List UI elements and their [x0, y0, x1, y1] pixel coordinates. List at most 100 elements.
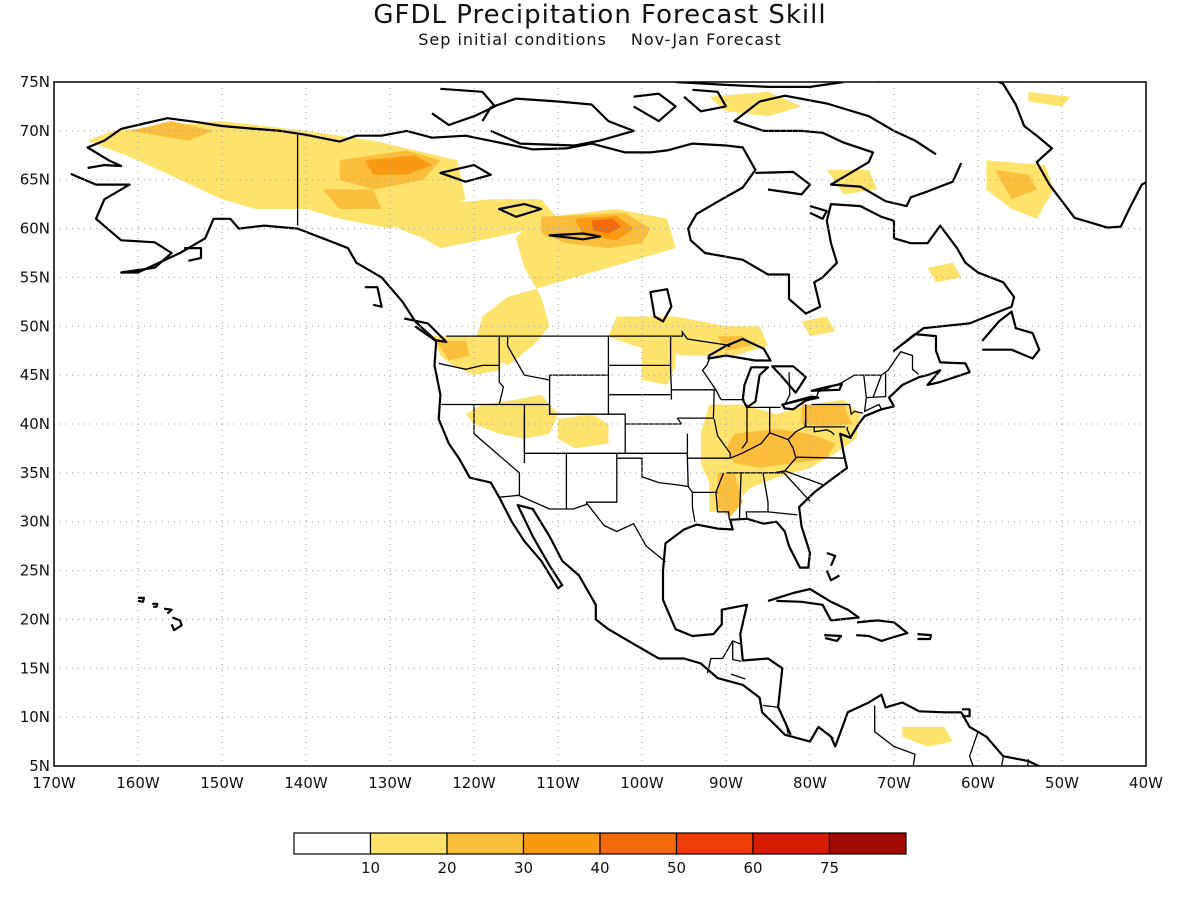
coastline-segment [70, 172, 1042, 766]
lat-tick-label: 45N [20, 366, 50, 384]
border-segment [811, 403, 864, 416]
coastline-segment [170, 616, 183, 632]
coastline-segment [431, 87, 497, 127]
skill-region [902, 726, 953, 747]
border-segment [713, 418, 731, 459]
lat-tick-label: 75N [20, 73, 50, 91]
border-segment [473, 404, 521, 496]
chart-subtitle: Sep initial conditions Nov-Jan Forecast [0, 30, 1200, 49]
border-segment [549, 374, 626, 454]
colorbar-swatch [675, 832, 754, 855]
coastline-segment [826, 551, 837, 567]
lat-tick-label: 30N [20, 513, 50, 531]
border-segment [768, 472, 811, 502]
skill-region [717, 472, 743, 517]
border-segment [676, 417, 683, 425]
border-segment [787, 418, 807, 441]
lon-tick-label: 90W [709, 774, 743, 792]
border-segment [616, 457, 693, 493]
coastline-segment [824, 634, 843, 643]
border-segment [715, 472, 731, 520]
skill-region [591, 218, 621, 234]
border-segment [1000, 757, 1004, 766]
skill-region [465, 394, 558, 439]
colorbar-tick-label: 20 [437, 859, 456, 877]
colorbar-swatch [599, 832, 678, 855]
lat-tick-label: 25N [20, 562, 50, 580]
colorbar-tick-label: 50 [667, 859, 686, 877]
colorbar-tick-label: 10 [361, 859, 380, 877]
lat-tick-label: 55N [20, 268, 50, 286]
coastline-segment [962, 708, 971, 718]
lat-tick-label: 10N [20, 708, 50, 726]
coastline-segment [856, 619, 909, 643]
lon-tick-label: 140W [284, 774, 328, 792]
coastline-segment [733, 94, 963, 208]
border-segment [706, 640, 741, 674]
colorbar-tick-label: 40 [590, 859, 609, 877]
lat-tick-label: 40N [20, 415, 50, 433]
lat-tick-label: 5N [29, 757, 50, 775]
skill-region [801, 316, 836, 337]
border-segment [968, 731, 979, 766]
border-segment [863, 375, 883, 413]
border-segment [730, 673, 746, 680]
coastline-segment [137, 596, 145, 603]
border-segment [715, 389, 722, 400]
skill-region [801, 404, 852, 426]
coastline-segment [825, 570, 840, 582]
border-segment [827, 732, 834, 740]
lat-tick-label: 35N [20, 464, 50, 482]
colorbar-tick-label: 30 [514, 859, 533, 877]
skill-region [436, 340, 470, 361]
border-segment [796, 456, 846, 459]
lon-tick-label: 60W [961, 774, 995, 792]
lon-tick-label: 130W [368, 774, 412, 792]
border-segment [872, 374, 883, 398]
border-segment [784, 721, 789, 734]
coastline-segment [981, 310, 1041, 360]
colorbar: 10 20 30 40 50 60 75 [293, 832, 907, 877]
border-segment [813, 426, 835, 436]
lon-tick-label: 50W [1045, 774, 1079, 792]
border-segment [498, 494, 666, 563]
coastline-segment [675, 82, 844, 89]
lat-tick-label: 50N [20, 317, 50, 335]
skill-region [322, 189, 382, 209]
border-segment [773, 470, 823, 486]
skill-region [364, 155, 432, 175]
border-segment [805, 404, 846, 428]
border-segment [732, 640, 742, 663]
skill-region [390, 199, 558, 249]
lake-outline [548, 232, 602, 241]
political-borders [296, 134, 1030, 766]
coastline-segment [767, 587, 860, 622]
lake-outline [781, 395, 820, 411]
border-segment [446, 330, 731, 348]
chart-title: GFDL Precipitation Forecast Skill [373, 0, 827, 30]
lon-tick-label: 100W [620, 774, 664, 792]
border-segment [677, 389, 715, 419]
lat-lon-grid [54, 82, 1146, 766]
lon-tick-label: 170W [32, 774, 76, 792]
border-segment [741, 404, 748, 449]
lon-tick-label: 160W [116, 774, 160, 792]
colorbar-tick-label: 75 [820, 859, 839, 877]
colorbar-swatch [522, 832, 601, 855]
lat-tick-label: 65N [20, 171, 50, 189]
lon-tick-label: 120W [452, 774, 496, 792]
lake-outline [439, 164, 492, 183]
coastline-segment [481, 97, 635, 147]
border-segment [762, 704, 779, 709]
colorbar-swatch [369, 832, 448, 855]
coastline-segment [184, 247, 203, 262]
plot-frame [53, 81, 1147, 767]
border-segment [767, 511, 798, 516]
border-segment [701, 359, 717, 391]
coastline-segment [152, 602, 159, 608]
border-segment [1026, 759, 1030, 766]
coastline-segment [633, 92, 677, 123]
lake-outline [741, 366, 770, 409]
skill-region [558, 414, 609, 449]
border-segment [738, 472, 742, 519]
